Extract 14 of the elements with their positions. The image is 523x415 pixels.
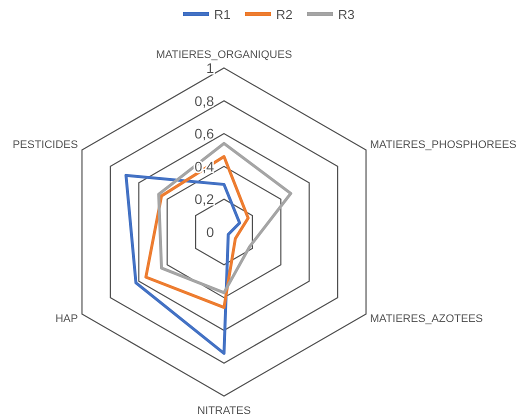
y-tick-label: 0,2 <box>194 191 214 208</box>
y-tick-label: 0 <box>206 224 214 240</box>
spoke-label: PESTICIDES <box>12 139 78 151</box>
y-tick-label: 0,8 <box>194 92 214 109</box>
legend-label: R1 <box>214 7 231 22</box>
spoke-label: NITRATES <box>197 405 251 415</box>
spoke-label: MATIERES_AZOTEES <box>370 313 483 325</box>
legend-label: R3 <box>338 7 355 22</box>
spoke-label: MATIERES_ORGANIQUES <box>156 49 292 61</box>
spoke-label: HAP <box>55 313 78 325</box>
y-tick-label: 0,6 <box>194 126 214 142</box>
spoke-label: MATIERES_PHOSPHOREES <box>370 139 517 151</box>
legend-label: R2 <box>276 7 293 22</box>
y-tick-label: 1 <box>206 60 214 76</box>
